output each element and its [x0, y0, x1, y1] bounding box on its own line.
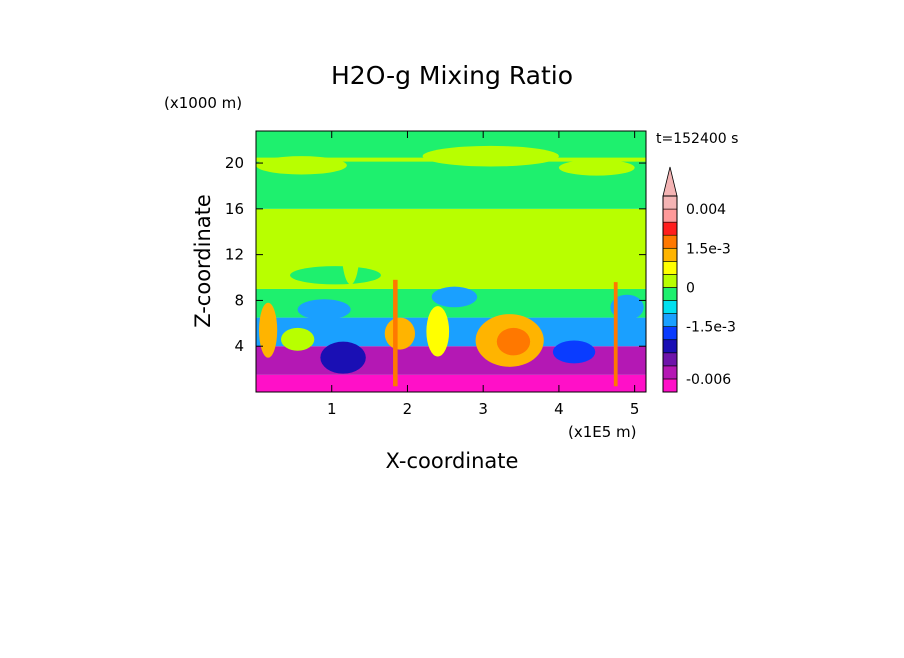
colorbar-label-3: -1.5e-3 — [686, 320, 736, 336]
field-patch-10 — [610, 294, 644, 320]
field-layer-3 — [259, 387, 643, 390]
y-tick-label-0: 4 — [234, 337, 244, 355]
field-patch-15 — [341, 211, 360, 285]
field-patch-8 — [431, 286, 478, 308]
colorbar-swatch-1 — [662, 365, 678, 380]
colorbar-swatch-9 — [662, 261, 678, 275]
contour-field — [256, 131, 646, 392]
y-tick-label-4: 20 — [225, 154, 244, 172]
y-unit-label: (x1000 m) — [164, 94, 242, 112]
field-patch-13 — [422, 145, 559, 167]
colorbar-swatch-12 — [662, 221, 678, 236]
x-tick-label-0: 1 — [327, 400, 337, 418]
field-patch-11 — [290, 266, 381, 285]
x-tick-label-1: 2 — [403, 400, 413, 418]
y-tick-label-2: 12 — [225, 246, 244, 264]
field-layer-2 — [256, 157, 646, 162]
time-label: t=152400 s — [656, 131, 738, 147]
colorbar-label-4: -0.006 — [686, 372, 731, 388]
field-patch-1 — [496, 327, 531, 356]
x-unit-label: (x1E5 m) — [568, 423, 637, 441]
chart-title: H2O-g Mixing Ratio — [331, 61, 573, 90]
colorbar-label-0: 0.004 — [686, 202, 726, 218]
y-tick-label-1: 8 — [234, 291, 244, 309]
field-patch-2 — [259, 302, 278, 358]
y-tick-label-3: 16 — [225, 200, 244, 218]
colorbar-swatch-0 — [662, 378, 678, 393]
colorbar-swatch-5 — [662, 313, 678, 327]
x-axis: 1 2 3 4 5 — [327, 131, 639, 418]
field-patch-5 — [280, 327, 315, 351]
colorbar-swatch-7 — [662, 287, 678, 301]
colorbar-swatch-11 — [662, 234, 678, 249]
x-tick-label-4: 5 — [630, 400, 640, 418]
colorbar-swatch-10 — [662, 247, 678, 262]
field-band-5 — [256, 174, 646, 209]
field-column-1 — [613, 282, 618, 387]
y-axis: 4 8 12 16 20 — [225, 154, 646, 355]
colorbar: 0.004 1.5e-3 0 -1.5e-3 -0.006 — [662, 166, 736, 393]
field-band-2 — [256, 317, 646, 347]
colorbar-label-2: 0 — [686, 280, 695, 296]
colorbar-extend-arrow — [662, 166, 678, 197]
x-tick-label-2: 3 — [478, 400, 488, 418]
colorbar-swatch-14 — [662, 195, 678, 210]
field-patch-7 — [552, 340, 596, 364]
field-patch-14 — [558, 159, 635, 176]
field-patch-4 — [384, 317, 416, 350]
field-patch-9 — [297, 299, 351, 320]
colorbar-swatch-3 — [662, 339, 678, 354]
y-axis-label: Z-coordinate — [191, 194, 215, 328]
field-patch-3 — [426, 306, 450, 357]
colorbar-swatch-8 — [662, 274, 678, 288]
x-axis-label: X-coordinate — [386, 449, 519, 473]
colorbar-swatch-6 — [662, 300, 678, 314]
colorbar-label-1: 1.5e-3 — [686, 241, 731, 257]
colorbar-swatch-2 — [662, 352, 678, 367]
x-tick-label-3: 4 — [554, 400, 564, 418]
field-patch-16 — [354, 213, 400, 255]
field-column-0 — [393, 279, 398, 387]
colorbar-swatch-4 — [662, 326, 678, 341]
colorbar-swatch-13 — [662, 208, 678, 223]
plot-frame — [255, 130, 647, 393]
field-patch-6 — [320, 341, 366, 374]
colorbar-frame — [662, 195, 678, 393]
